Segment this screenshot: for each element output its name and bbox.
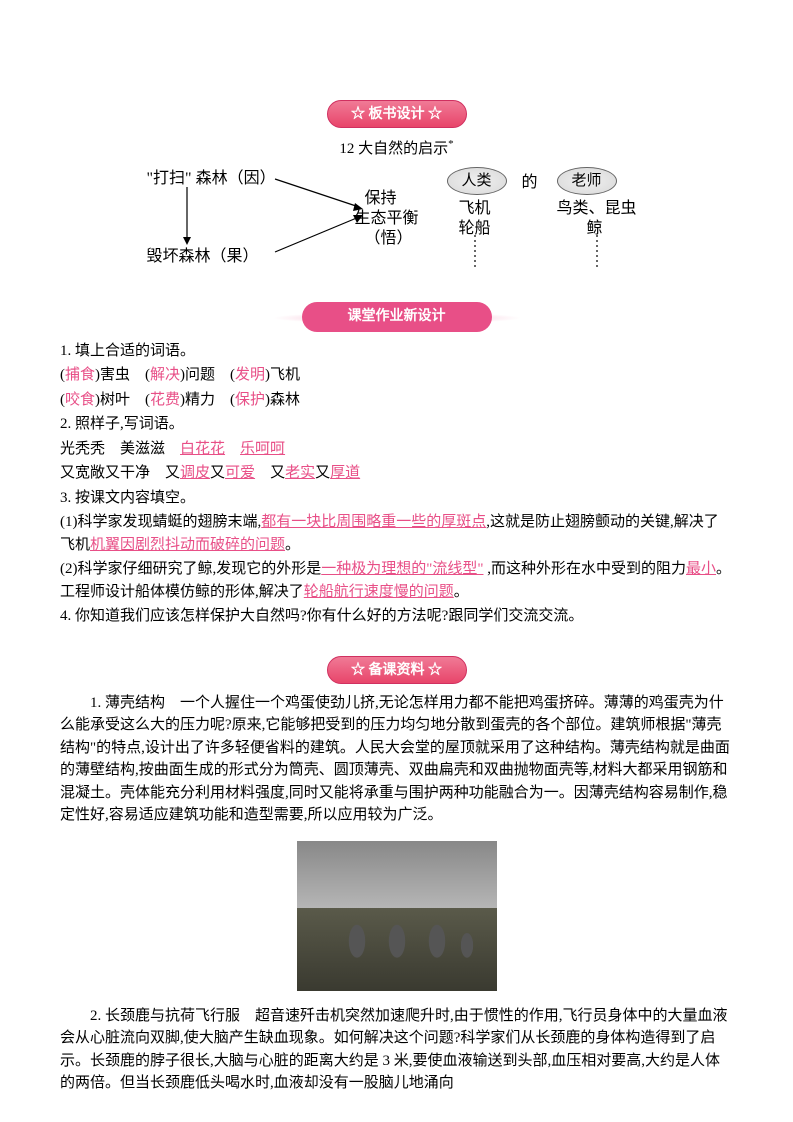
bb-left-top: "打扫" 森林（因） [147, 167, 276, 191]
bb-col-r2: 鲸 [587, 217, 603, 241]
q2-label: 2. 照样子,写词语。 [60, 413, 733, 436]
bb-oval-right: 老师 [557, 167, 617, 196]
material-content: 1. 薄壳结构 一个人握住一个鸡蛋使劲儿挤,无论怎样用力都不能把鸡蛋挤碎。薄薄的… [60, 692, 733, 1095]
q3-1: (1)科学家发现蜻蜓的翅膀末端,都有一块比周围略重一些的厚斑点,这就是防止翅膀颤… [60, 511, 733, 556]
homework-content: 1. 填上合适的词语。 (捕食)害虫 (解决)问题 (发明)飞机 (咬食)树叶 … [60, 340, 733, 628]
material-p2: 2. 长颈鹿与抗荷飞行服 超音速歼击机突然加速爬升时,由于惯性的作用,飞行员身体… [60, 1005, 733, 1095]
giraffe-image [297, 841, 497, 991]
lesson-title: 12 大自然的启示* [60, 136, 733, 161]
q2-line2: 又宽敞又干净 又调皮又可爱 又老实又厚道 [60, 462, 733, 485]
homework-badge: 课堂作业新设计 [302, 302, 492, 332]
bb-col-l2: 轮船 [459, 217, 491, 241]
bb-left-bottom: 毁坏森林（果） [147, 245, 259, 269]
material-badge: ☆ 备课资料 ☆ [327, 656, 467, 684]
bb-oval-left: 人类 [447, 167, 507, 196]
q1-line1: (捕食)害虫 (解决)问题 (发明)飞机 [60, 364, 733, 387]
q3-2: (2)科学家仔细研究了鲸,发现它的外形是一种极为理想的"流线型" ,而这种外形在… [60, 558, 733, 603]
material-p1: 1. 薄壳结构 一个人握住一个鸡蛋使劲儿挤,无论怎样用力都不能把鸡蛋挤碎。薄薄的… [60, 692, 733, 827]
bb-between: 的 [522, 171, 538, 195]
q1-line2: (咬食)树叶 (花费)精力 (保护)森林 [60, 389, 733, 412]
q3-label: 3. 按课文内容填空。 [60, 487, 733, 510]
blackboard-badge: ☆ 板书设计 ☆ [327, 100, 467, 128]
bb-mid-bottom: （悟） [365, 227, 413, 251]
q2-line1: 光秃秃 美滋滋 白花花 乐呵呵 [60, 438, 733, 461]
q1-label: 1. 填上合适的词语。 [60, 340, 733, 363]
blackboard-diagram: "打扫" 森林（因） 毁坏森林（果） 保持 生态平衡 （悟） 人类 的 老师 飞… [127, 167, 667, 272]
q4: 4. 你知道我们应该怎样保护大自然吗?你有什么好的方法呢?跟同学们交流交流。 [60, 605, 733, 628]
